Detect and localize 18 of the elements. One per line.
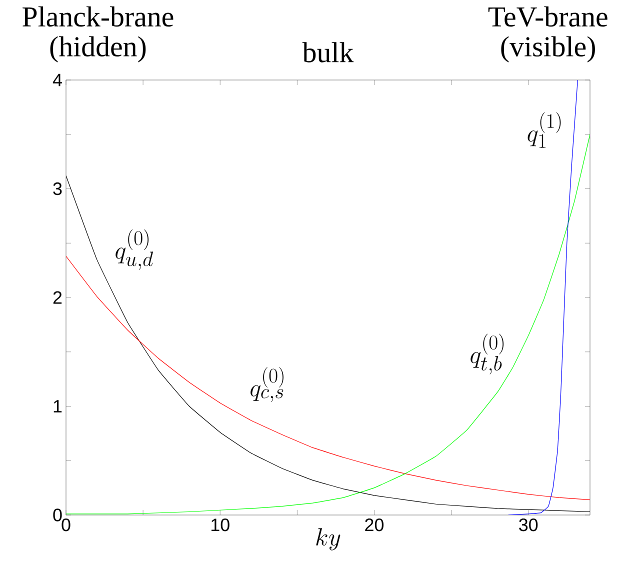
y-tick-label: 2	[53, 291, 62, 304]
annotation: $q^{(0)}_{t,b}$	[470, 334, 504, 374]
y-tick-label: 3	[53, 182, 62, 196]
y-tick-label: 1	[54, 400, 62, 412]
annotation: $q^{(0)}_{u,d}$	[116, 229, 153, 270]
line-series	[508, 80, 578, 515]
x-tick-label: 30	[519, 518, 538, 532]
text: Planck-brane (hidden)	[22, 6, 174, 62]
x-axis-title: $ky$	[316, 528, 340, 550]
annotation: $q^{(0)}_{c,s}$	[250, 366, 284, 402]
text: TeV-brane (visible)	[488, 6, 608, 62]
x-tick-label: 20	[365, 518, 384, 532]
x-tick-label: 0	[62, 518, 70, 532]
text: bulk	[302, 42, 354, 62]
x-tick-label: 10	[212, 518, 230, 532]
y-tick-label: 4	[52, 74, 62, 86]
y-tick-label: 0	[53, 508, 62, 522]
annotation: $q^{(1)}_{1}$	[528, 112, 561, 148]
